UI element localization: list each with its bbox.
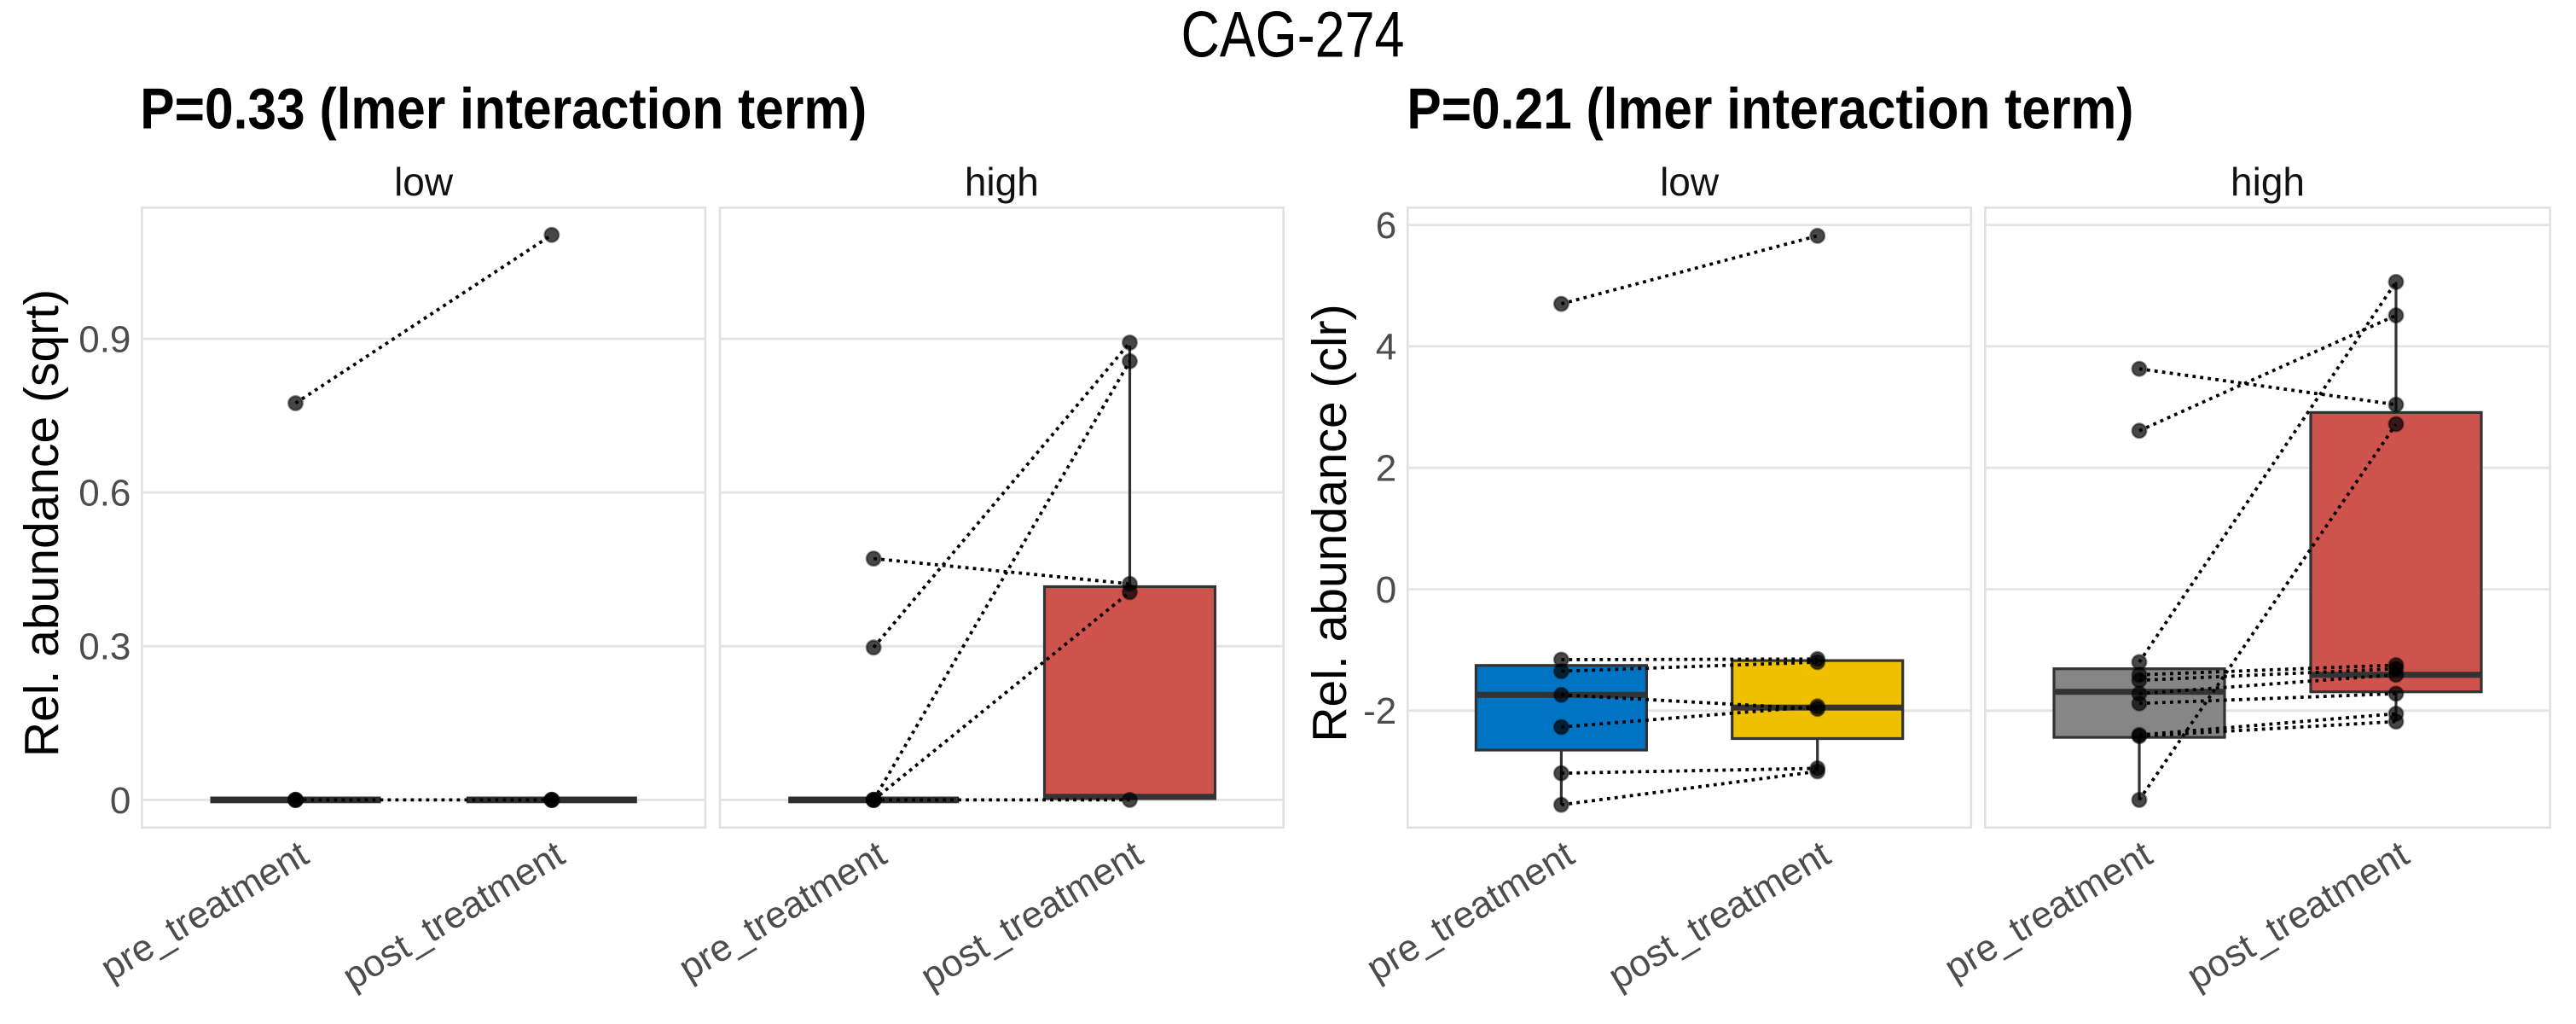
svg-text:0: 0 xyxy=(1376,569,1396,611)
svg-text:0: 0 xyxy=(110,780,131,822)
svg-text:low: low xyxy=(1660,160,1720,204)
svg-text:P=0.33 (lmer interaction term): P=0.33 (lmer interaction term) xyxy=(140,77,867,142)
svg-text:Rel. abundance (clr): Rel. abundance (clr) xyxy=(1303,304,1357,742)
svg-text:high: high xyxy=(965,160,1039,204)
svg-text:0.6: 0.6 xyxy=(78,473,131,515)
svg-text:4: 4 xyxy=(1376,326,1396,368)
svg-text:0.3: 0.3 xyxy=(78,626,131,668)
svg-text:low: low xyxy=(394,160,454,204)
svg-text:CAG-274: CAG-274 xyxy=(1181,0,1405,71)
svg-text:high: high xyxy=(2231,160,2305,204)
svg-text:-2: -2 xyxy=(1363,690,1396,732)
svg-text:0.9: 0.9 xyxy=(78,318,131,360)
svg-text:Rel. abundance (sqrt): Rel. abundance (sqrt) xyxy=(15,289,69,757)
svg-text:P=0.21 (lmer interaction term): P=0.21 (lmer interaction term) xyxy=(1407,77,2133,142)
svg-text:6: 6 xyxy=(1376,205,1396,247)
svg-text:2: 2 xyxy=(1376,448,1396,490)
